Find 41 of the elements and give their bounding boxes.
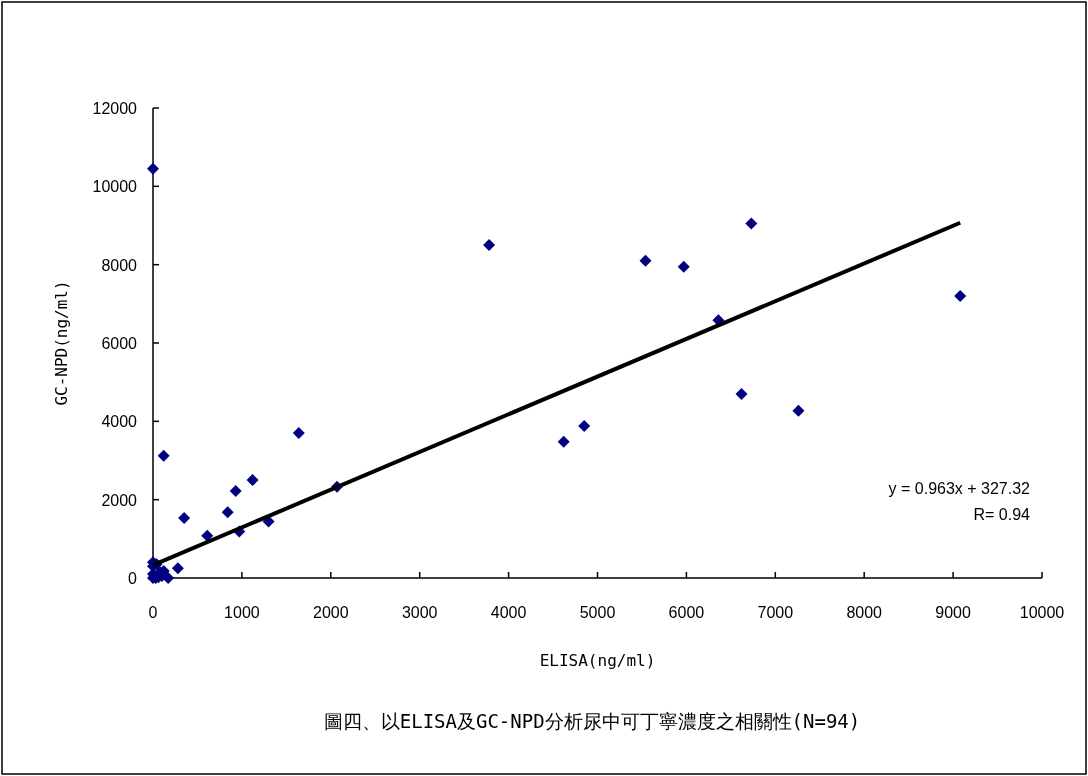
x-tick-label: 8000 <box>846 604 883 621</box>
y-axis-title: GC-NPD(ng/ml) <box>52 280 71 406</box>
point <box>639 254 652 267</box>
point <box>221 506 234 519</box>
x-tick-label: 1000 <box>224 604 260 621</box>
x-tick-label: 10000 <box>1019 604 1065 621</box>
point <box>246 474 259 487</box>
y-tick-label: 4000 <box>101 413 138 431</box>
point <box>171 562 184 575</box>
point <box>677 260 690 273</box>
x-tick-label: 3000 <box>401 604 438 621</box>
point <box>745 217 758 230</box>
y-tick-label: 10000 <box>92 178 138 196</box>
point <box>792 404 805 417</box>
y-tick-label: 2000 <box>101 491 138 509</box>
y-tick-label: 12000 <box>92 100 138 117</box>
annotation: R= 0.94 <box>973 506 1031 523</box>
point <box>178 512 191 525</box>
x-axis-title: ELISA(ng/ml) <box>539 651 656 670</box>
text: 圖四、以ELISA及GC-NPD分析尿中可丁寧濃度之相關性(N=94) <box>323 710 861 732</box>
point <box>578 420 591 433</box>
x-tick-label: 0 <box>148 604 158 621</box>
x-tick-label: 6000 <box>668 604 705 621</box>
x-tick-label: 7000 <box>757 604 794 621</box>
y-tick-label: 0 <box>128 570 138 587</box>
point <box>557 435 570 448</box>
point <box>147 162 159 175</box>
point <box>229 485 242 498</box>
y-tick-label: 8000 <box>101 256 138 274</box>
point <box>954 290 967 302</box>
point <box>735 387 748 400</box>
annotation: y = 0.963x + 327.32 <box>888 480 1031 497</box>
x-tick-label: 5000 <box>579 604 616 621</box>
x-tick-label: 4000 <box>490 604 527 621</box>
y-tick-label: 6000 <box>101 335 138 352</box>
point <box>201 529 214 542</box>
x-tick-label: 2000 <box>313 604 349 621</box>
point <box>157 449 170 462</box>
x-tick-label: 9000 <box>935 604 971 621</box>
point <box>483 239 496 252</box>
point <box>292 427 305 440</box>
